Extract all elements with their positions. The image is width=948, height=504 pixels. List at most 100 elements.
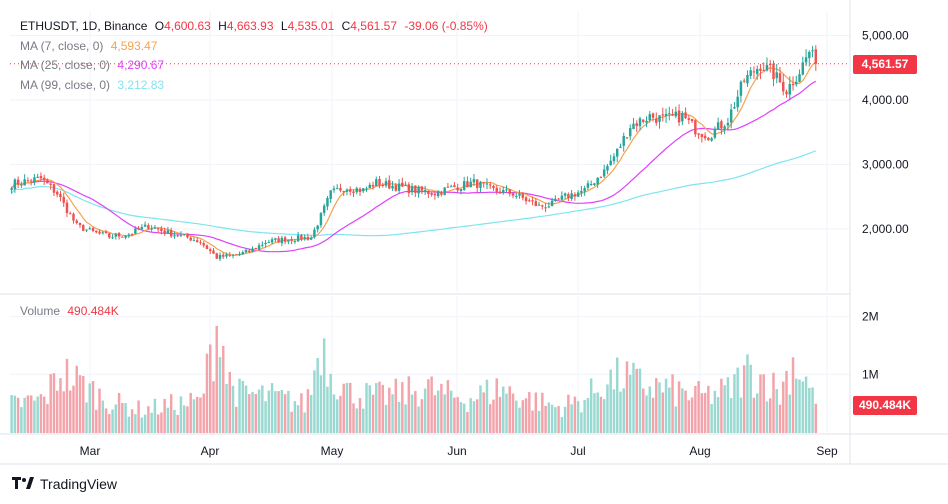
volume-bar	[443, 394, 446, 433]
candle-body	[808, 51, 811, 59]
x-tick-label: Jun	[447, 444, 466, 458]
candle-body	[804, 57, 808, 63]
volume-bar	[108, 414, 111, 433]
candle-body	[192, 240, 196, 242]
volume-bar	[316, 357, 319, 433]
candle-body	[642, 119, 645, 122]
candle-body	[153, 227, 157, 229]
volume-bar	[560, 417, 564, 433]
candle-body	[655, 118, 658, 123]
volume-bar	[293, 401, 297, 433]
candle-body	[528, 200, 531, 202]
volume-bar	[160, 412, 163, 433]
volume-bar	[228, 371, 232, 433]
candle-body	[277, 238, 280, 243]
candle-body	[733, 107, 736, 109]
volume-bar	[91, 381, 95, 433]
legend-ma25[interactable]: MA (25, close, 0) 4,290.67	[20, 58, 164, 72]
volume-bar	[248, 394, 251, 433]
candle-body	[322, 205, 326, 213]
candle-body	[147, 225, 150, 229]
candle-body	[811, 50, 814, 52]
volume-bar	[541, 392, 544, 433]
volume-bar	[121, 402, 124, 433]
tradingview-logo[interactable]: TradingView	[12, 476, 117, 492]
volume-bar	[130, 409, 134, 433]
candle-body	[313, 229, 316, 238]
volume-bar	[697, 381, 700, 433]
volume-bar	[772, 372, 775, 433]
volume-bar	[511, 393, 515, 433]
volume-bar	[397, 401, 401, 433]
volume-bar	[550, 404, 554, 433]
volume-bar	[655, 378, 658, 433]
y-tick-label: 5,000.00	[862, 29, 909, 43]
legend-ma99[interactable]: MA (99, close, 0) 3,212.83	[20, 78, 164, 92]
legend-high: 4,663.93	[226, 19, 274, 33]
volume-bar	[694, 385, 697, 433]
volume-bar	[238, 378, 241, 433]
candle-body	[368, 184, 372, 189]
volume-bar	[290, 411, 293, 433]
candle-body	[436, 191, 440, 197]
volume-bar	[801, 381, 805, 433]
candle-body	[759, 68, 762, 71]
candle-body	[628, 128, 632, 137]
candle-body	[339, 187, 342, 191]
volume-bar	[39, 394, 43, 433]
candle-body	[602, 169, 606, 177]
x-tick-label: Aug	[689, 444, 710, 458]
volume-bar	[785, 370, 788, 433]
legend-ma7-label: MA (7, close, 0)	[20, 39, 104, 53]
candle-body	[795, 81, 798, 85]
volume-bar	[811, 387, 814, 433]
candle-body	[645, 120, 648, 123]
volume-bar	[296, 405, 300, 433]
volume-bar	[72, 385, 75, 433]
candle-body	[495, 187, 498, 192]
legend-volume[interactable]: Volume 490.484K	[20, 304, 119, 318]
volume-bar	[182, 405, 186, 433]
candle-body	[651, 113, 655, 118]
candle-body	[632, 123, 635, 129]
tradingview-logo-icon	[12, 476, 34, 492]
candle-body	[785, 91, 788, 95]
candle-body	[143, 224, 147, 227]
candle-body	[788, 84, 792, 95]
candle-body	[303, 237, 306, 240]
volume-bar	[394, 378, 398, 433]
volume-bar	[648, 386, 652, 433]
volume-bar	[192, 399, 196, 433]
volume-bar	[156, 414, 160, 433]
volume-bar	[716, 397, 720, 433]
volume-bar	[104, 408, 108, 433]
volume-bar	[186, 406, 189, 433]
volume-bar	[212, 381, 215, 433]
volume-bar	[378, 381, 381, 433]
candle-body	[404, 184, 407, 186]
volume-bar	[319, 375, 323, 433]
y-tick-label: 3,000.00	[862, 158, 909, 172]
volume-bar	[726, 377, 730, 433]
candle-body	[49, 183, 52, 185]
volume-bar	[567, 394, 570, 433]
volume-bar	[29, 395, 33, 433]
candle-body	[290, 239, 293, 241]
volume-bar	[804, 376, 808, 433]
legend-ma7[interactable]: MA (7, close, 0) 4,593.47	[20, 39, 157, 53]
candle-body	[42, 177, 46, 181]
volume-bar	[625, 361, 629, 433]
candle-body	[423, 190, 427, 192]
volume-bar	[570, 404, 573, 433]
volume-bar	[244, 385, 248, 433]
candle-body	[401, 182, 404, 187]
last-volume-tag: 490.484K	[853, 396, 917, 415]
candle-body	[694, 120, 697, 135]
volume-bar	[469, 398, 472, 433]
volume-bar	[303, 412, 306, 433]
volume-bar	[231, 385, 235, 433]
candle-body	[134, 228, 137, 234]
volume-bar	[49, 374, 52, 433]
candle-body	[687, 118, 691, 120]
